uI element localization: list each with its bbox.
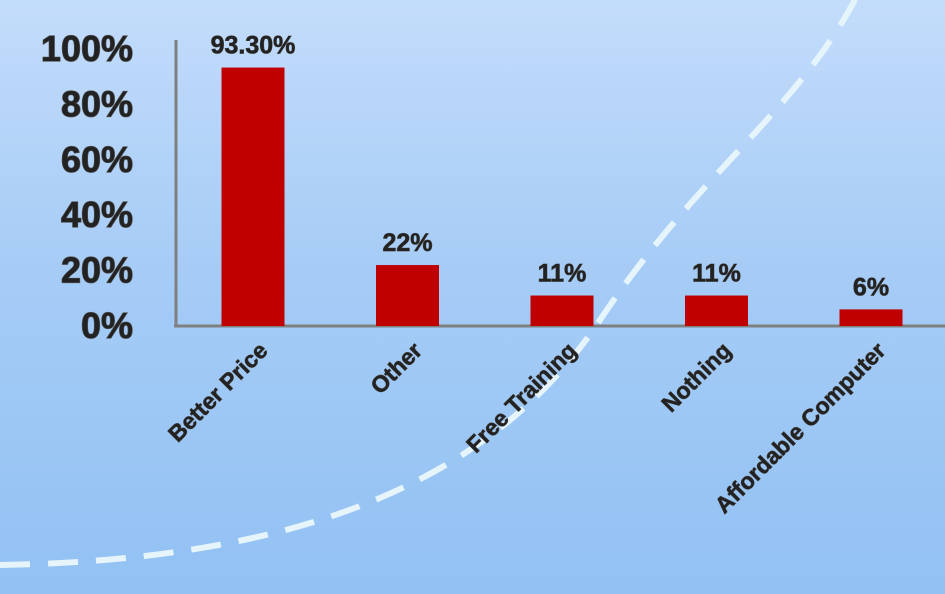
data-label: 6% xyxy=(853,273,889,301)
category-label: Free Training xyxy=(461,337,582,458)
data-label: 11% xyxy=(538,260,587,288)
data-labels-group: 93.30% 22% 11% 11% 6% xyxy=(210,31,889,302)
bar xyxy=(530,295,594,326)
bar xyxy=(685,295,748,326)
bar xyxy=(221,67,285,327)
category-labels-group: Better Price Other Free Training NothingAff… xyxy=(162,337,891,519)
y-tick-label: 80% xyxy=(61,83,133,124)
category-label: Nothing xyxy=(656,337,736,417)
data-label: 93.30% xyxy=(211,32,296,60)
data-label: 22% xyxy=(382,229,432,257)
category-label: Other xyxy=(365,337,427,399)
decorative-dashed-curve xyxy=(0,0,859,568)
data-label: 11% xyxy=(692,260,741,288)
bar xyxy=(376,265,439,326)
y-tick-label: 40% xyxy=(61,194,133,235)
y-tick-label: 20% xyxy=(61,250,133,291)
y-axis-ticks: 0% 20% 40% 60% 80% 100% xyxy=(40,27,133,346)
y-tick-label: 0% xyxy=(81,305,133,346)
bar xyxy=(839,309,903,326)
y-tick-label: 100% xyxy=(41,28,133,69)
category-label: Better Price xyxy=(163,337,273,447)
bars-group xyxy=(221,67,903,327)
y-tick-label: 60% xyxy=(61,139,133,180)
category-label: Affordable Computer xyxy=(710,337,891,518)
